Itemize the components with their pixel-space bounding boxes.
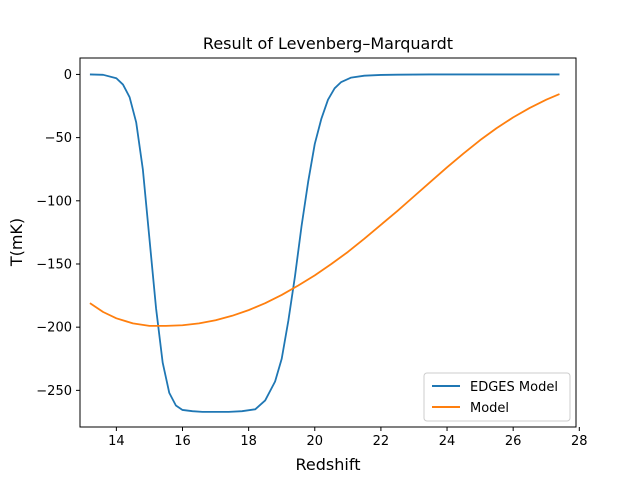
y-tick-label: −250 [36,384,72,399]
x-axis: 14 16 18 20 22 24 26 28 [108,427,588,449]
y-tick-label: −200 [36,321,72,336]
legend-label-edges: EDGES Model [470,380,558,395]
x-tick-label: 16 [174,434,191,449]
chart-title: Result of Levenberg–Marquardt [203,34,453,53]
y-tick-label: −50 [45,131,72,146]
y-axis-title: T(mK) [7,218,26,267]
x-tick-label: 24 [439,434,456,449]
y-tick-label: −100 [36,194,72,209]
x-tick-label: 20 [306,434,323,449]
x-tick-label: 22 [373,434,390,449]
y-tick-label: −150 [36,257,72,272]
legend: EDGES Model Model [423,372,571,422]
legend-box [423,372,571,422]
x-tick-label: 28 [571,434,588,449]
x-axis-title: Redshift [296,455,361,474]
y-tick-label: 0 [64,68,72,83]
series-line-edges-model [89,73,560,413]
plot-frame [79,57,577,428]
x-tick-label: 18 [240,434,257,449]
legend-label-model: Model [470,401,509,416]
plot-lines [89,73,560,413]
y-axis: 0 −50 −100 −150 −200 −250 [36,68,80,399]
x-tick-label: 14 [108,434,125,449]
series-line-model [89,93,560,327]
x-tick-label: 26 [505,434,522,449]
